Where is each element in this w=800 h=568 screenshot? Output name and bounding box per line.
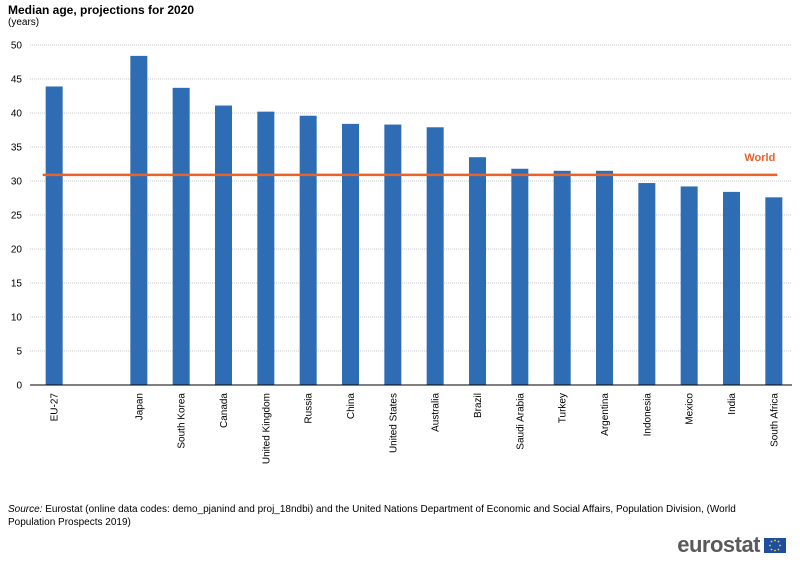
y-tick-label: 20: [11, 245, 23, 256]
eu-flag-icon: [764, 537, 786, 553]
bar: [342, 123, 359, 385]
source-note: Source: Eurostat (online data codes: dem…: [8, 503, 783, 529]
source-text: Eurostat (online data codes: demo_pjanin…: [8, 504, 736, 528]
bar: [172, 87, 190, 385]
bar: [638, 183, 656, 385]
bar: [511, 168, 529, 385]
bar: [765, 197, 783, 385]
x-tick-label: Turkey: [558, 393, 569, 423]
x-tick-label: United States: [388, 393, 399, 453]
x-tick-label: India: [727, 393, 738, 415]
world-line-label: World: [744, 152, 775, 164]
bar: [680, 186, 698, 385]
bar: [215, 105, 232, 386]
bar: [553, 170, 571, 385]
bar: [384, 124, 402, 385]
chart-subtitle: (years): [8, 17, 40, 28]
bar: [45, 86, 63, 385]
bar: [130, 55, 148, 385]
x-tick-label: Japan: [134, 393, 145, 420]
x-tick-label: Argentina: [600, 393, 611, 436]
y-tick-label: 25: [11, 211, 23, 222]
x-tick-label: Saudi Arabia: [515, 393, 526, 450]
bar-chart: 0 5 10 15 20 25 30 35 40 45 50 EU-27 Japan South Kore…: [11, 41, 792, 464]
x-tick-label: South Africa: [769, 393, 780, 447]
logo-text: eurostat: [677, 532, 760, 557]
x-tick-label: Russia: [304, 393, 315, 424]
y-tick-label: 45: [11, 75, 23, 86]
y-tick-label: 40: [11, 109, 23, 120]
y-tick-label: 30: [11, 177, 23, 188]
bar: [723, 191, 740, 385]
chart-title: Median age, projections for 2020: [8, 3, 195, 17]
x-tick-label: Mexico: [685, 393, 696, 425]
x-tick-label: Indonesia: [642, 393, 653, 437]
x-tick-label: Australia: [431, 393, 442, 432]
x-tick-label: China: [346, 393, 357, 420]
bar: [596, 170, 613, 385]
x-tick-label: South Korea: [177, 393, 188, 449]
bar: [257, 111, 275, 385]
bar: [299, 115, 317, 385]
x-tick-label: EU-27: [50, 393, 61, 422]
y-tick-label: 50: [11, 41, 23, 52]
source-label: Source:: [8, 504, 43, 515]
x-tick-label: Canada: [219, 393, 230, 428]
x-tick-label: United Kingdom: [261, 393, 272, 464]
eurostat-logo: eurostat: [677, 532, 786, 558]
bar: [426, 127, 444, 385]
y-tick-label: 15: [11, 279, 23, 290]
x-tick-label: Brazil: [473, 393, 484, 418]
y-tick-label: 5: [16, 347, 22, 358]
y-tick-label: 10: [11, 313, 23, 324]
bar: [469, 157, 486, 385]
y-tick-label: 0: [16, 381, 22, 392]
y-tick-label: 35: [11, 143, 23, 154]
